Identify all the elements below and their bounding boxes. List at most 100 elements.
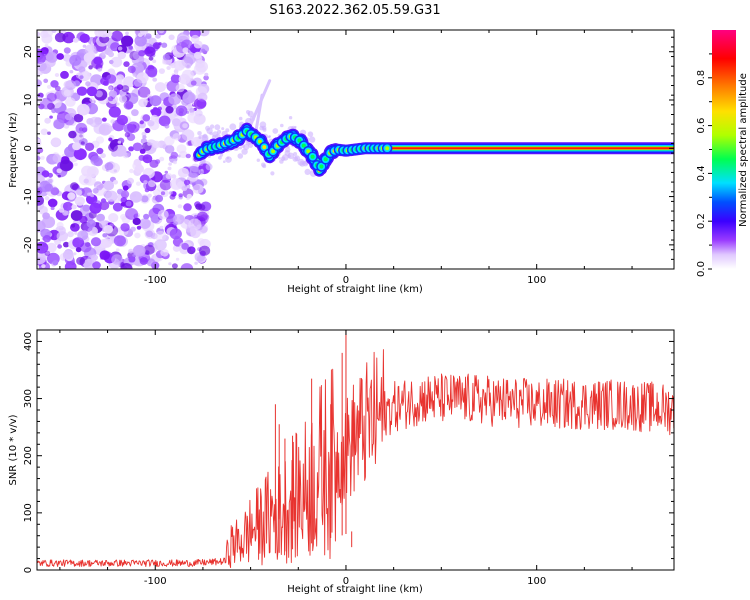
noise-speckle — [132, 217, 141, 226]
halo-dot — [206, 127, 213, 134]
halo-dot — [205, 163, 213, 171]
noise-speckle — [147, 68, 158, 78]
noise-speckle — [132, 245, 146, 257]
x-tick-label: 100 — [527, 275, 546, 286]
noise-speckle — [128, 45, 133, 50]
noise-speckle — [87, 192, 91, 196]
noise-speckle — [199, 245, 211, 256]
halo-dot — [307, 131, 314, 137]
noise-speckle — [44, 196, 50, 201]
noise-speckle — [120, 263, 133, 269]
noise-speckle — [73, 148, 87, 161]
noise-speckle — [70, 182, 79, 190]
snr-panel: -100 0 100 0 100 200 300 400 Height of straight… — [8, 329, 675, 595]
spectrogram-xlabel: Height of straight line (km) — [287, 284, 423, 295]
noise-speckle — [108, 137, 113, 142]
halo-dot — [262, 127, 267, 132]
snr-ylabel: SNR (10 * v/v) — [8, 414, 19, 485]
colorbar-tick-label: 0.4 — [696, 165, 707, 181]
noise-speckle — [120, 223, 130, 232]
noise-speckle — [139, 120, 144, 125]
noise-speckle — [154, 230, 167, 242]
halo-dot — [237, 153, 244, 159]
noise-speckle — [63, 80, 73, 89]
noise-speckle — [182, 47, 189, 54]
noise-speckle — [51, 108, 57, 114]
noise-speckle — [180, 263, 194, 269]
noise-speckle — [113, 235, 126, 247]
halo-dot — [238, 116, 243, 121]
noise-speckle — [189, 107, 195, 114]
noise-speckle — [136, 225, 142, 230]
noise-speckle — [41, 264, 46, 269]
noise-speckle — [108, 106, 121, 118]
noise-speckle — [126, 153, 131, 157]
noise-speckle — [125, 208, 139, 220]
noise-speckle — [72, 142, 81, 151]
noise-speckle — [107, 96, 114, 102]
halo-dot — [272, 128, 279, 134]
noise-speckle — [111, 254, 123, 265]
noise-speckle — [117, 46, 123, 51]
noise-speckle — [67, 192, 76, 200]
noise-speckle — [69, 54, 82, 66]
halo-dot — [288, 116, 293, 120]
noise-speckle — [124, 132, 131, 138]
halo-dot — [259, 121, 267, 128]
noise-speckle — [157, 209, 169, 220]
noise-speckle — [185, 153, 191, 159]
halo-dot — [239, 146, 243, 150]
noise-speckle — [86, 86, 98, 97]
noise-speckle — [190, 80, 197, 86]
colorbar-tick-label: 0.8 — [696, 70, 707, 86]
noise-speckle — [159, 179, 172, 191]
noise-speckle — [91, 229, 97, 235]
noise-speckle — [168, 34, 175, 41]
noise-speckle — [109, 59, 114, 65]
noise-speckle — [197, 238, 205, 245]
noise-speckle — [44, 117, 51, 124]
noise-speckle — [89, 202, 102, 214]
noise-speckle — [37, 79, 42, 88]
noise-speckle — [130, 226, 136, 232]
noise-speckle — [182, 123, 188, 129]
noise-speckle — [63, 47, 71, 54]
noise-speckle — [51, 137, 61, 146]
halo-dot — [221, 127, 225, 131]
y-tick-label: 100 — [23, 503, 34, 522]
noise-speckle — [37, 156, 41, 161]
halo-dot — [287, 146, 290, 149]
noise-speckle — [158, 115, 171, 127]
noise-speckle — [56, 53, 64, 60]
noise-speckle — [127, 177, 134, 185]
noise-speckle — [104, 162, 114, 171]
noise-speckle — [76, 256, 86, 266]
halo-dot — [294, 125, 297, 129]
noise-speckle-group — [37, 30, 212, 269]
noise-speckle — [155, 194, 164, 203]
figure-title: S163.2022.362.05.59.G31 — [269, 3, 440, 18]
noise-speckle — [113, 180, 118, 185]
ridge-blob-core — [310, 154, 315, 159]
noise-speckle — [88, 65, 93, 70]
noise-speckle — [125, 201, 132, 207]
noise-speckle — [76, 103, 90, 116]
noise-speckle — [125, 31, 129, 35]
noise-speckle — [37, 61, 47, 72]
noise-speckle — [172, 133, 181, 141]
noise-speckle — [103, 180, 115, 191]
noise-speckle — [132, 142, 143, 152]
colorbar: 0.0 0.2 0.4 0.6 0.8 Normalized spectral ampl… — [696, 30, 749, 277]
noise-speckle — [49, 115, 53, 119]
noise-speckle — [128, 146, 135, 152]
noise-speckle — [193, 63, 206, 75]
noise-speckle — [41, 170, 50, 178]
ridge-blob-core — [319, 164, 324, 169]
noise-speckle — [90, 237, 102, 247]
noise-speckle — [72, 37, 79, 43]
noise-speckle — [80, 204, 93, 216]
noise-speckle — [170, 151, 179, 159]
noise-speckle — [164, 170, 168, 174]
noise-speckle — [111, 30, 123, 42]
noise-speckle — [160, 249, 169, 257]
